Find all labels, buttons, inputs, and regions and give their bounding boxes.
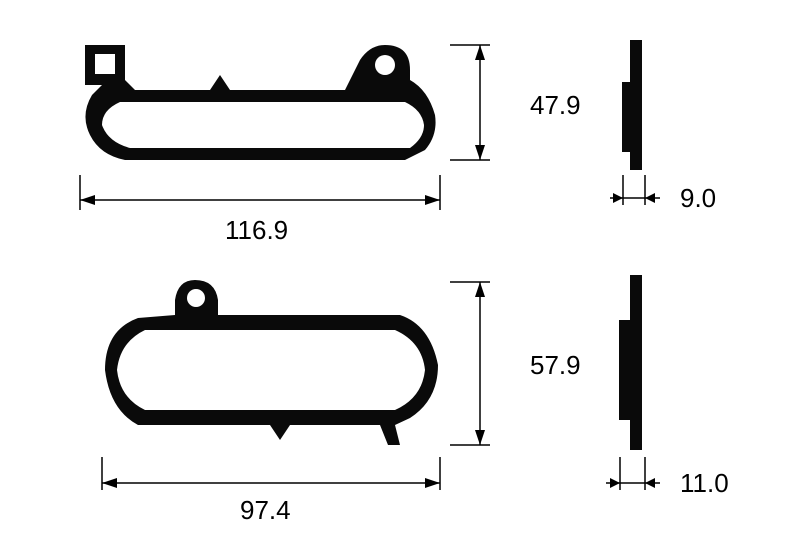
- bottom-pad-front-view: [90, 270, 450, 470]
- top-width-label: 116.9: [225, 215, 288, 246]
- bottom-width-label: 97.4: [240, 495, 291, 526]
- top-pad-inner-face: [102, 102, 424, 148]
- bottom-thickness-dimension: [598, 455, 678, 505]
- bottom-thickness-label: 11.0: [680, 468, 729, 499]
- bottom-pad-side-view: [605, 275, 660, 455]
- bottom-pad-section: 57.9 97.4 11.0: [50, 270, 750, 510]
- diagram-container: 47.9 116.9 9.0: [0, 0, 800, 533]
- top-thickness-dimension: [605, 170, 675, 220]
- bottom-height-dimension: [445, 270, 525, 460]
- top-pad-circle-hole: [375, 55, 395, 75]
- top-height-dimension: [445, 20, 525, 180]
- top-height-label: 47.9: [530, 90, 581, 121]
- bottom-pad-circle-hole: [187, 289, 205, 307]
- top-pad-square-hole: [95, 54, 115, 74]
- top-pad-side-view: [610, 40, 660, 185]
- bottom-pad-inner-face: [117, 330, 425, 410]
- top-thickness-label: 9.0: [680, 183, 716, 214]
- top-pad-section: 47.9 116.9 9.0: [50, 20, 750, 260]
- bottom-height-label: 57.9: [530, 350, 581, 381]
